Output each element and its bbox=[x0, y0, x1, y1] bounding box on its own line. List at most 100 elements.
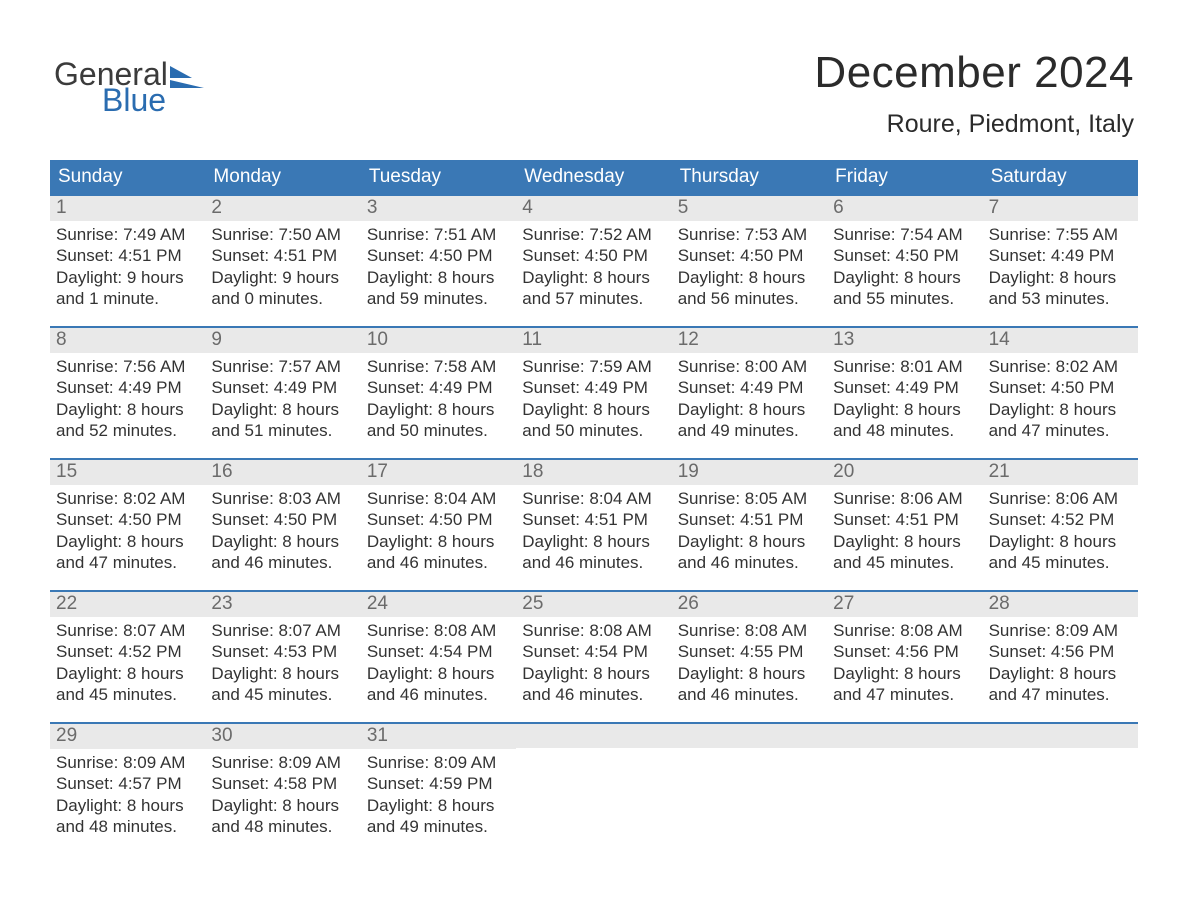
day-cell bbox=[983, 724, 1138, 846]
day-sunset: Sunset: 4:49 PM bbox=[56, 377, 199, 398]
day-body: Sunrise: 7:56 AMSunset: 4:49 PMDaylight:… bbox=[50, 353, 205, 445]
day-cell bbox=[827, 724, 982, 846]
logo-triangle-icon bbox=[170, 66, 204, 88]
day-dl2: and 59 minutes. bbox=[367, 288, 510, 309]
day-sunset: Sunset: 4:50 PM bbox=[833, 245, 976, 266]
day-sunrise: Sunrise: 7:49 AM bbox=[56, 224, 199, 245]
day-dl2: and 56 minutes. bbox=[678, 288, 821, 309]
day-body: Sunrise: 7:54 AMSunset: 4:50 PMDaylight:… bbox=[827, 221, 982, 313]
empty-day-number bbox=[672, 724, 827, 748]
day-cell bbox=[672, 724, 827, 846]
day-number: 7 bbox=[983, 196, 1138, 221]
day-dl2: and 46 minutes. bbox=[522, 552, 665, 573]
day-sunset: Sunset: 4:50 PM bbox=[211, 509, 354, 530]
header-right: December 2024 Roure, Piedmont, Italy bbox=[814, 48, 1134, 139]
day-cell: 18Sunrise: 8:04 AMSunset: 4:51 PMDayligh… bbox=[516, 460, 671, 582]
day-sunrise: Sunrise: 8:04 AM bbox=[522, 488, 665, 509]
day-sunset: Sunset: 4:54 PM bbox=[367, 641, 510, 662]
day-sunrise: Sunrise: 8:07 AM bbox=[56, 620, 199, 641]
day-number: 9 bbox=[205, 328, 360, 353]
day-dl1: Daylight: 8 hours bbox=[367, 663, 510, 684]
day-cell: 29Sunrise: 8:09 AMSunset: 4:57 PMDayligh… bbox=[50, 724, 205, 846]
day-cell: 20Sunrise: 8:06 AMSunset: 4:51 PMDayligh… bbox=[827, 460, 982, 582]
day-body: Sunrise: 7:52 AMSunset: 4:50 PMDaylight:… bbox=[516, 221, 671, 313]
day-dl1: Daylight: 8 hours bbox=[367, 531, 510, 552]
day-cell: 26Sunrise: 8:08 AMSunset: 4:55 PMDayligh… bbox=[672, 592, 827, 714]
day-sunrise: Sunrise: 8:00 AM bbox=[678, 356, 821, 377]
week-row: 29Sunrise: 8:09 AMSunset: 4:57 PMDayligh… bbox=[50, 722, 1138, 846]
day-dl2: and 50 minutes. bbox=[367, 420, 510, 441]
day-dl1: Daylight: 8 hours bbox=[989, 267, 1132, 288]
day-body: Sunrise: 8:08 AMSunset: 4:56 PMDaylight:… bbox=[827, 617, 982, 709]
day-body: Sunrise: 8:08 AMSunset: 4:54 PMDaylight:… bbox=[361, 617, 516, 709]
day-header-row: Sunday Monday Tuesday Wednesday Thursday… bbox=[50, 160, 1138, 196]
logo-text-bottom: Blue bbox=[102, 84, 204, 116]
day-cell: 23Sunrise: 8:07 AMSunset: 4:53 PMDayligh… bbox=[205, 592, 360, 714]
day-dl2: and 46 minutes. bbox=[678, 552, 821, 573]
day-dl2: and 53 minutes. bbox=[989, 288, 1132, 309]
week-row: 8Sunrise: 7:56 AMSunset: 4:49 PMDaylight… bbox=[50, 326, 1138, 450]
day-dl1: Daylight: 8 hours bbox=[678, 663, 821, 684]
day-sunrise: Sunrise: 7:58 AM bbox=[367, 356, 510, 377]
day-body: Sunrise: 8:09 AMSunset: 4:56 PMDaylight:… bbox=[983, 617, 1138, 709]
day-dl1: Daylight: 8 hours bbox=[833, 663, 976, 684]
day-dl1: Daylight: 8 hours bbox=[56, 399, 199, 420]
day-sunset: Sunset: 4:51 PM bbox=[833, 509, 976, 530]
week-row: 1Sunrise: 7:49 AMSunset: 4:51 PMDaylight… bbox=[50, 196, 1138, 318]
day-cell: 8Sunrise: 7:56 AMSunset: 4:49 PMDaylight… bbox=[50, 328, 205, 450]
day-sunset: Sunset: 4:50 PM bbox=[522, 245, 665, 266]
day-dl1: Daylight: 8 hours bbox=[989, 531, 1132, 552]
day-sunrise: Sunrise: 7:51 AM bbox=[367, 224, 510, 245]
day-body: Sunrise: 7:49 AMSunset: 4:51 PMDaylight:… bbox=[50, 221, 205, 313]
logo: General Blue bbox=[54, 58, 204, 116]
day-dl1: Daylight: 8 hours bbox=[522, 399, 665, 420]
day-cell: 13Sunrise: 8:01 AMSunset: 4:49 PMDayligh… bbox=[827, 328, 982, 450]
day-sunrise: Sunrise: 8:06 AM bbox=[989, 488, 1132, 509]
day-header-thursday: Thursday bbox=[672, 160, 827, 196]
day-sunrise: Sunrise: 8:07 AM bbox=[211, 620, 354, 641]
day-sunrise: Sunrise: 8:09 AM bbox=[211, 752, 354, 773]
day-number: 28 bbox=[983, 592, 1138, 617]
day-cell: 28Sunrise: 8:09 AMSunset: 4:56 PMDayligh… bbox=[983, 592, 1138, 714]
day-dl1: Daylight: 8 hours bbox=[989, 399, 1132, 420]
day-number: 26 bbox=[672, 592, 827, 617]
day-number: 13 bbox=[827, 328, 982, 353]
day-sunset: Sunset: 4:54 PM bbox=[522, 641, 665, 662]
day-cell: 30Sunrise: 8:09 AMSunset: 4:58 PMDayligh… bbox=[205, 724, 360, 846]
day-body: Sunrise: 8:03 AMSunset: 4:50 PMDaylight:… bbox=[205, 485, 360, 577]
day-dl2: and 45 minutes. bbox=[989, 552, 1132, 573]
day-cell: 6Sunrise: 7:54 AMSunset: 4:50 PMDaylight… bbox=[827, 196, 982, 318]
day-sunset: Sunset: 4:51 PM bbox=[522, 509, 665, 530]
day-body: Sunrise: 8:02 AMSunset: 4:50 PMDaylight:… bbox=[983, 353, 1138, 445]
day-cell: 24Sunrise: 8:08 AMSunset: 4:54 PMDayligh… bbox=[361, 592, 516, 714]
day-body: Sunrise: 7:53 AMSunset: 4:50 PMDaylight:… bbox=[672, 221, 827, 313]
day-sunset: Sunset: 4:57 PM bbox=[56, 773, 199, 794]
day-dl2: and 46 minutes. bbox=[367, 684, 510, 705]
day-dl1: Daylight: 8 hours bbox=[211, 795, 354, 816]
day-sunset: Sunset: 4:49 PM bbox=[678, 377, 821, 398]
day-number: 21 bbox=[983, 460, 1138, 485]
day-cell: 5Sunrise: 7:53 AMSunset: 4:50 PMDaylight… bbox=[672, 196, 827, 318]
day-header-friday: Friday bbox=[827, 160, 982, 196]
day-sunrise: Sunrise: 8:01 AM bbox=[833, 356, 976, 377]
day-dl1: Daylight: 8 hours bbox=[989, 663, 1132, 684]
day-cell: 27Sunrise: 8:08 AMSunset: 4:56 PMDayligh… bbox=[827, 592, 982, 714]
day-sunrise: Sunrise: 8:09 AM bbox=[56, 752, 199, 773]
day-number: 6 bbox=[827, 196, 982, 221]
day-body: Sunrise: 7:55 AMSunset: 4:49 PMDaylight:… bbox=[983, 221, 1138, 313]
day-sunset: Sunset: 4:50 PM bbox=[56, 509, 199, 530]
day-dl1: Daylight: 8 hours bbox=[522, 531, 665, 552]
day-dl2: and 47 minutes. bbox=[56, 552, 199, 573]
day-header-wednesday: Wednesday bbox=[516, 160, 671, 196]
day-sunset: Sunset: 4:50 PM bbox=[367, 509, 510, 530]
day-number: 23 bbox=[205, 592, 360, 617]
day-dl2: and 51 minutes. bbox=[211, 420, 354, 441]
day-body: Sunrise: 8:06 AMSunset: 4:51 PMDaylight:… bbox=[827, 485, 982, 577]
day-sunset: Sunset: 4:50 PM bbox=[678, 245, 821, 266]
day-cell: 15Sunrise: 8:02 AMSunset: 4:50 PMDayligh… bbox=[50, 460, 205, 582]
day-dl2: and 52 minutes. bbox=[56, 420, 199, 441]
day-sunrise: Sunrise: 8:02 AM bbox=[56, 488, 199, 509]
day-sunrise: Sunrise: 8:02 AM bbox=[989, 356, 1132, 377]
day-number: 4 bbox=[516, 196, 671, 221]
day-sunset: Sunset: 4:58 PM bbox=[211, 773, 354, 794]
